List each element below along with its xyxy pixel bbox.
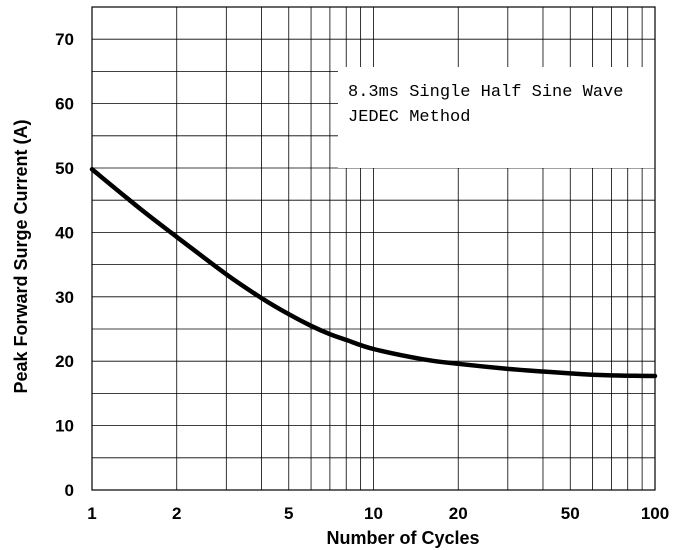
- annotation-line-1: 8.3ms Single Half Sine Wave: [348, 83, 623, 102]
- x-tick-labels: 1 2 5 10 20 50 100: [87, 504, 669, 523]
- y-tick-label: 60: [55, 95, 74, 114]
- y-tick-label: 70: [55, 30, 74, 49]
- y-axis-title: Peak Forward Surge Current (A): [11, 119, 31, 393]
- x-tick-label: 100: [641, 504, 669, 523]
- x-tick-label: 1: [87, 504, 96, 523]
- annotation-line-2: JEDEC Method: [348, 108, 470, 127]
- series-line-0: [89, 167, 658, 379]
- plot-frame: [91, 6, 656, 491]
- y-tick-label: 50: [55, 159, 74, 178]
- annotation-box: [338, 67, 655, 168]
- y-tick-label: 20: [55, 352, 74, 371]
- y-tick-label: 10: [55, 417, 74, 436]
- x-tick-label: 2: [172, 504, 181, 523]
- x-tick-label: 20: [449, 504, 468, 523]
- y-tick-label: 30: [55, 288, 74, 307]
- x-tick-label: 50: [561, 504, 580, 523]
- x-tick-label: 5: [284, 504, 293, 523]
- x-tick-label: 10: [364, 504, 383, 523]
- y-tick-label: 40: [55, 223, 74, 242]
- y-tick-labels: 0 10 20 30 40 50 60 70: [55, 30, 74, 500]
- y-tick-label: 0: [65, 481, 74, 500]
- x-axis-title: Number of Cycles: [326, 528, 479, 548]
- series-curve-group: [89, 167, 658, 379]
